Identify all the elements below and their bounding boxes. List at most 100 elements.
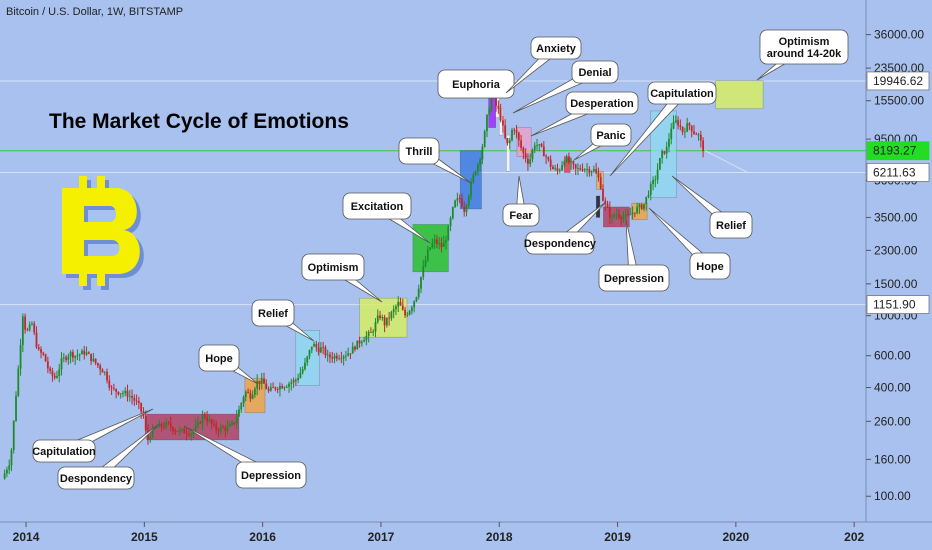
candle-body (481, 146, 484, 160)
candle-body (222, 427, 224, 429)
callout-label: Optimism (779, 36, 830, 48)
candle-body (631, 212, 634, 215)
candle-body (613, 214, 616, 217)
candle-body (87, 352, 90, 354)
candle-body (684, 131, 686, 133)
candle-body (529, 159, 532, 165)
candle-body (490, 95, 493, 110)
candle-body (574, 164, 577, 169)
candle-body (467, 196, 470, 206)
candle-body (508, 140, 511, 144)
candle-body (167, 422, 170, 424)
candle-body (217, 430, 220, 432)
candle-body (112, 388, 115, 389)
candle-body (206, 417, 209, 421)
candle-body (436, 239, 438, 245)
candle-body (476, 164, 479, 172)
symbol-header: Bitcoin / U.S. Dollar, 1W, BITSTAMP (6, 6, 183, 18)
candle-body (74, 355, 77, 358)
candle-body (322, 347, 325, 349)
candle-body (440, 243, 443, 247)
callout: Optimism (301, 253, 383, 303)
callout-label: Relief (258, 308, 288, 320)
candle-body (324, 347, 327, 356)
candle-body (62, 357, 65, 359)
candle-body (415, 297, 418, 302)
candle-body (331, 357, 334, 359)
candle-body (201, 414, 204, 424)
x-tick-label: 2017 (368, 530, 395, 544)
candle-body (554, 168, 557, 170)
phase-box (715, 80, 764, 110)
candle-body (615, 214, 618, 215)
candle-body (424, 260, 427, 267)
candle-body (629, 214, 632, 216)
y-tick-label: 2300.00 (874, 243, 918, 257)
candle-body (504, 125, 507, 139)
candle-body (363, 340, 366, 342)
candle-body (410, 307, 413, 311)
candle-body (470, 182, 472, 197)
candle-body (590, 171, 593, 173)
callout: Hope (648, 207, 731, 280)
candle-body (588, 169, 591, 173)
candle-body (670, 128, 673, 139)
candle-body (511, 129, 513, 141)
candle-body (624, 214, 627, 217)
candle-body (165, 422, 168, 428)
candle-body (128, 395, 131, 397)
y-tick-label: 36000.00 (874, 28, 924, 42)
candle-body (420, 277, 422, 289)
x-tick-label: 2019 (604, 530, 631, 544)
candle-body (185, 433, 188, 435)
callout: Anxiety (505, 36, 582, 94)
candle-body (565, 157, 568, 162)
candle-body (458, 198, 461, 199)
candle-body (199, 422, 202, 424)
candle-body (399, 301, 402, 306)
candle-body (618, 214, 620, 218)
candle-body (97, 363, 99, 366)
candle-body (81, 350, 83, 355)
candle-body (263, 378, 265, 384)
candle-body (654, 179, 657, 181)
candle-body (679, 125, 682, 127)
callout-label: around 14-20k (767, 48, 842, 60)
candle-body (329, 354, 331, 358)
candle-body (194, 425, 197, 431)
callout-label: Fear (509, 210, 533, 222)
candle-body (31, 323, 33, 325)
candle-body (597, 173, 600, 178)
candle-body (495, 95, 497, 106)
candle-body (210, 419, 213, 424)
candle-body (563, 161, 566, 166)
candle-body (106, 371, 108, 381)
bitcoin-logo-icon (62, 176, 144, 290)
candle-body (256, 380, 259, 389)
candle-body (547, 157, 550, 160)
candle-body (238, 409, 240, 417)
callout: Capitulation (609, 81, 717, 177)
candle-body (215, 424, 218, 431)
candle-body (636, 207, 639, 214)
candle-body (513, 129, 516, 131)
candle-body (190, 433, 193, 436)
candle-body (10, 449, 13, 466)
candle-body (538, 144, 541, 146)
candle-body (28, 324, 31, 330)
candle-body (269, 387, 272, 391)
candle-body (474, 171, 477, 175)
callout: Excitation (342, 192, 431, 244)
candle-body (542, 146, 545, 157)
phase-box (595, 171, 604, 190)
candle-body (404, 309, 406, 316)
callout-label: Panic (596, 130, 625, 142)
candle-body (620, 217, 623, 219)
candle-body (693, 131, 695, 134)
candle-body (49, 368, 52, 371)
candle-body (599, 177, 602, 189)
candle-body (126, 390, 129, 397)
candle-body (486, 114, 488, 132)
candle-body (274, 387, 277, 389)
